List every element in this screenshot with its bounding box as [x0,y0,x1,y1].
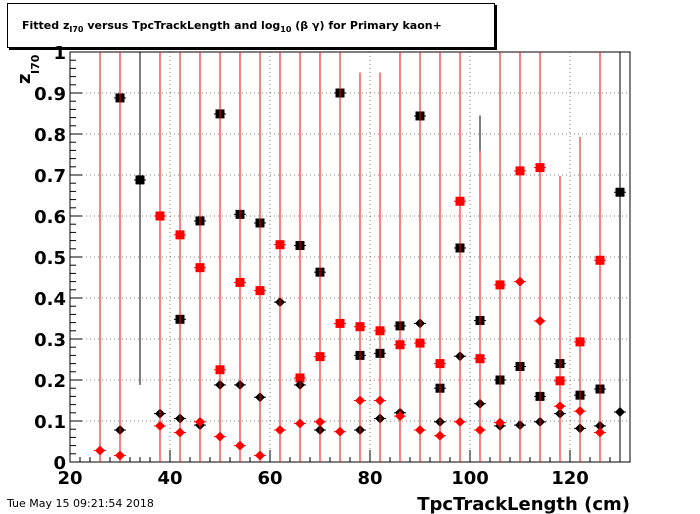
data-point-diamond [235,440,245,451]
y-axis-title-sub: I70 [29,54,42,74]
data-point-diamond [415,425,425,436]
data-point-diamond [455,416,465,427]
y-tick-label: 0.2 [34,371,66,392]
data-point-diamond [335,426,345,437]
chart-title-box: Fitted zI70 versus TpcTrackLength and lo… [7,3,495,48]
data-point-diamond [535,315,545,326]
y-tick-label: 0.7 [34,166,66,187]
data-point-diamond [195,416,205,427]
x-tick-label: 60 [257,468,282,489]
data-point-diamond [555,401,565,412]
data-point-diamond [115,450,125,461]
y-tick-label: 0.8 [34,125,66,146]
data-point-diamond [215,431,225,442]
y-tick-label: 0.3 [34,330,66,351]
data-point-diamond [495,417,505,428]
title-part: versus TpcTrackLength and log [83,19,281,32]
data-point-diamond [95,445,105,456]
data-point-diamond [595,427,605,438]
y-tick-label: 1 [53,43,66,64]
title-part: Fitted z [22,19,70,32]
series-3 [94,52,606,462]
data-point-diamond [255,450,265,461]
x-tick-label: 40 [157,468,182,489]
data-point-diamond [355,395,365,406]
data-point-square [135,175,145,185]
title-subscript: I70 [69,25,84,35]
data-point-diamond [275,425,285,436]
y-tick-label: 0.1 [34,412,66,433]
y-tick-label: 0.9 [34,84,66,105]
y-tick-label: 0.6 [34,207,66,228]
x-tick-label: 120 [551,468,589,489]
chart-title: Fitted zI70 versus TpcTrackLength and lo… [22,19,442,34]
data-point-diamond [615,406,625,417]
y-tick-label: 0.4 [34,289,66,310]
title-subscript: 10 [280,25,292,35]
x-tick-label: 80 [357,468,382,489]
y-axis-title-main: z [14,74,35,84]
x-tick-label: 100 [451,468,489,489]
data-point-diamond [315,416,325,427]
y-tick-label: 0 [53,453,66,474]
y-axis-title: zI70 [14,54,42,84]
data-point-diamond [515,276,525,287]
title-part: (β γ) for Primary kaon+ [291,19,442,32]
data-point-diamond [155,420,165,431]
data-point-diamond [475,425,485,436]
timestamp: Tue May 15 09:21:54 2018 [7,497,154,510]
data-point-diamond [375,395,385,406]
data-point-diamond [295,418,305,429]
data-point-diamond [395,411,405,422]
x-tick-label: 20 [57,468,82,489]
data-point-square [615,187,625,197]
x-axis-title: TpcTrackLength (cm) [417,494,630,514]
y-tick-label: 0.5 [34,248,66,269]
data-point-diamond [575,406,585,417]
data-point-diamond [435,430,445,441]
data-point-diamond [175,427,185,438]
